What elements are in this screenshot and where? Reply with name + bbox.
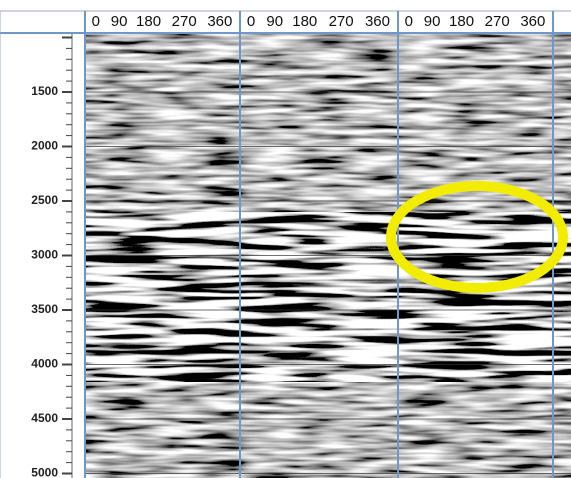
azimuth-label: 360 (365, 13, 390, 30)
reflector-band (86, 302, 571, 382)
azimuth-label: 0 (405, 13, 413, 30)
azimuth-label: 0 (92, 13, 100, 30)
depth-label: 3000 (31, 248, 58, 262)
azimuth-label: 270 (172, 13, 197, 30)
depth-label: 2500 (31, 193, 58, 207)
azimuth-label: 360 (207, 13, 232, 30)
azimuth-label: 270 (485, 13, 510, 30)
reflector-band (86, 212, 571, 307)
azimuth-label: 360 (520, 13, 545, 30)
azimuth-label: 180 (292, 13, 317, 30)
azimuth-label: 270 (329, 13, 354, 30)
depth-label: 4000 (31, 357, 58, 371)
azimuth-label: 90 (111, 13, 128, 30)
depth-label: 4500 (31, 411, 58, 425)
azimuth-label: 90 (266, 13, 283, 30)
depth-label: 3500 (31, 302, 58, 316)
azimuth-label: 180 (449, 13, 474, 30)
azimuth-label: 180 (136, 13, 161, 30)
azimuth-label: 0 (247, 13, 255, 30)
azimuth-label: 90 (424, 13, 441, 30)
depth-label: 1500 (31, 84, 58, 98)
depth-label: 2000 (31, 139, 58, 153)
seismic-viewer: 0 90 180 270 360 0 90 180 270 360 0 90 180 270 360 150… (0, 0, 571, 478)
depth-label: 5000 (31, 466, 58, 478)
